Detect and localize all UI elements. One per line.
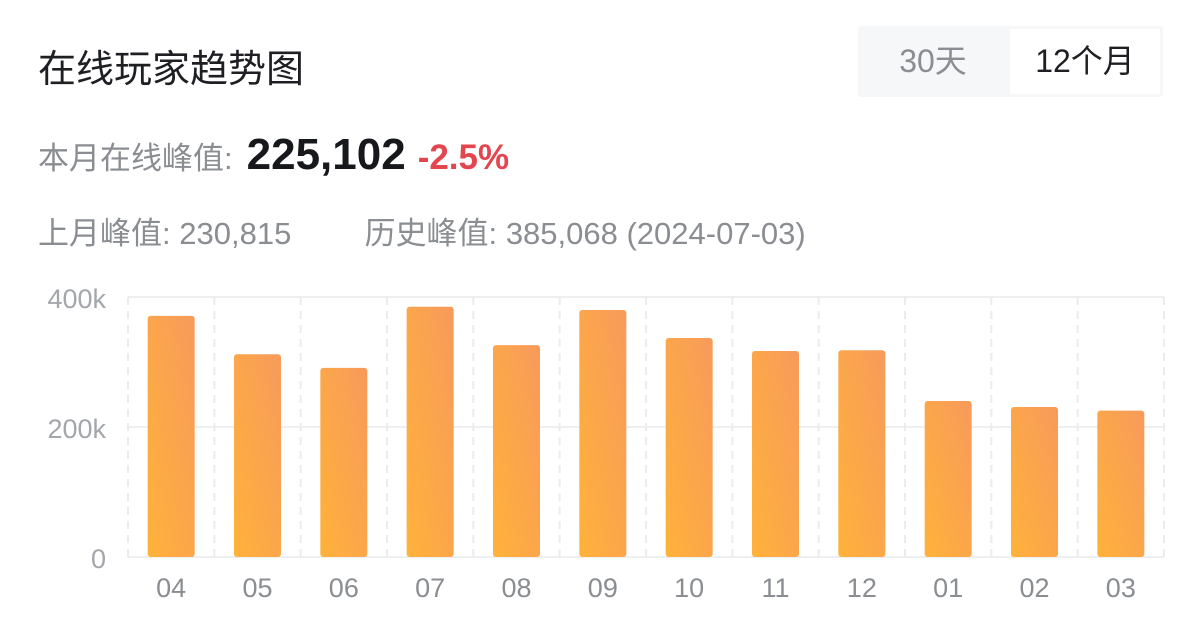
bar-12 xyxy=(838,350,886,557)
x-tick-label: 10 xyxy=(674,573,704,603)
current-peak-row: 本月在线峰值: 225,102 -2.5% xyxy=(38,130,509,180)
x-tick-label: 12 xyxy=(847,573,877,603)
tab-12-months[interactable]: 12个月 xyxy=(1010,29,1160,94)
x-tick-label: 07 xyxy=(415,573,445,603)
x-tick-label: 09 xyxy=(588,573,618,603)
current-peak-value: 225,102 xyxy=(246,130,406,179)
current-peak-label: 本月在线峰值: xyxy=(38,141,233,176)
record-peak-label: 历史峰值: xyxy=(364,216,498,251)
bar-10 xyxy=(665,337,713,557)
y-tick-label: 200k xyxy=(47,414,106,444)
bar-03 xyxy=(1097,410,1145,557)
bar-02 xyxy=(1011,406,1058,557)
x-tick-label: 02 xyxy=(1019,573,1049,603)
bar-04 xyxy=(147,315,195,557)
bar-01 xyxy=(924,401,972,557)
bar-05 xyxy=(234,354,281,557)
change-percent: -2.5% xyxy=(417,138,510,177)
x-tick-label: 08 xyxy=(501,573,531,603)
y-tick-label: 0 xyxy=(91,544,106,574)
y-tick-label: 400k xyxy=(47,284,106,314)
last-peak-label: 上月峰值: xyxy=(38,216,171,251)
range-toggle: 30天 12个月 xyxy=(858,26,1163,97)
page-title: 在线玩家趋势图 xyxy=(38,49,305,91)
bar-08 xyxy=(493,345,540,557)
x-tick-label: 01 xyxy=(933,573,963,603)
x-tick-label: 03 xyxy=(1106,573,1136,603)
x-tick-label: 11 xyxy=(761,573,789,603)
last-peak-value: 230,815 xyxy=(179,216,292,251)
x-tick-label: 05 xyxy=(242,573,272,603)
x-tick-label: 04 xyxy=(156,573,186,603)
bar-06 xyxy=(320,367,368,557)
x-tick-label: 06 xyxy=(329,573,359,603)
record-peak-value: 385,068 (2024-07-03) xyxy=(505,216,806,251)
bar-09 xyxy=(579,310,627,557)
bar-07 xyxy=(406,306,454,557)
peak-summary-row: 上月峰值: 230,815 历史峰值: 385,068 (2024-07-03) xyxy=(38,208,806,253)
tab-30-days[interactable]: 30天 xyxy=(899,43,967,79)
bar-11 xyxy=(752,350,799,557)
